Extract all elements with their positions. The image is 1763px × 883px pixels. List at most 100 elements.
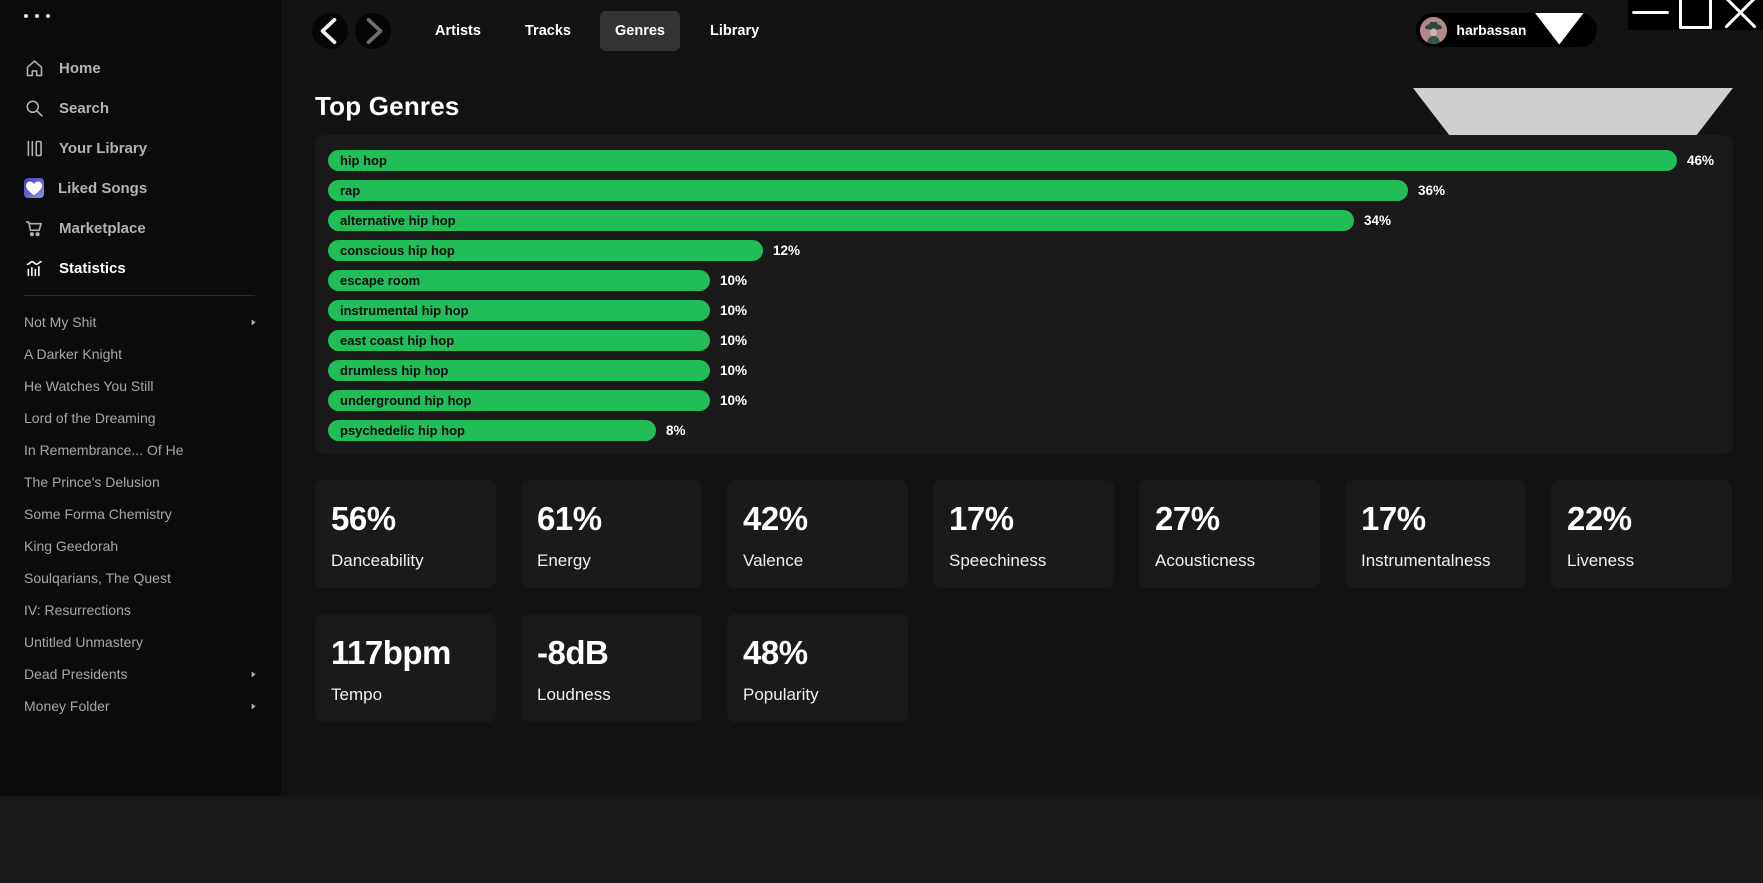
chevron-right-icon <box>248 701 259 712</box>
genre-bar[interactable]: drumless hip hop <box>328 360 710 381</box>
sidebar-item-search[interactable]: Search <box>0 88 281 128</box>
genre-bar[interactable]: hip hop <box>328 150 1677 171</box>
stats-icon <box>24 258 45 279</box>
tab-library[interactable]: Library <box>710 23 760 39</box>
playlist-item[interactable]: In Remembrance... Of He <box>0 434 281 466</box>
genre-bar-row: underground hip hop 10% <box>328 390 747 411</box>
sidebar-item-liked-songs[interactable]: Liked Songs <box>0 168 281 208</box>
sidebar-nav: Home Search Your Library Liked Songs Marketp… <box>0 48 281 288</box>
stat-label: Speechiness <box>949 551 1047 570</box>
genre-bar[interactable]: east coast hip hop <box>328 330 710 351</box>
genre-bar-row: east coast hip hop 10% <box>328 330 747 351</box>
playlist-item[interactable]: He Watches You Still <box>0 370 281 402</box>
genre-bar-value: 10% <box>720 273 748 288</box>
playlist-item[interactable]: IV: Resurrections <box>0 594 281 626</box>
playlist-item[interactable]: Not My Shit <box>0 306 281 338</box>
playlist-item[interactable]: Money Folder <box>0 690 281 722</box>
genre-bar[interactable]: conscious hip hop <box>328 240 763 261</box>
playlist-item[interactable]: Some Forma Chemistry <box>0 498 281 530</box>
forward-button[interactable] <box>355 13 391 49</box>
user-menu[interactable]: harbassan <box>1416 13 1597 47</box>
sidebar-item-statistics[interactable]: Statistics <box>0 248 281 288</box>
genre-bar-row: hip hop 46% <box>328 150 1714 171</box>
playlist-name: Not My Shit <box>24 314 97 330</box>
genre-bar-label: drumless hip hop <box>340 363 449 378</box>
sidebar-item-marketplace[interactable]: Marketplace <box>0 208 281 248</box>
playlist-item[interactable]: Soulqarians, The Quest <box>0 562 281 594</box>
tab-tracks[interactable]: Tracks <box>525 23 571 39</box>
maximize-button[interactable] <box>1673 0 1718 30</box>
sidebar-item-label: Your Library <box>59 139 148 157</box>
playlist-item[interactable]: A Darker Knight <box>0 338 281 370</box>
genre-bar[interactable]: alternative hip hop <box>328 210 1354 231</box>
avatar <box>1420 16 1448 44</box>
playlist-item[interactable]: The Prince's Delusion <box>0 466 281 498</box>
stat-label: Valence <box>743 551 804 570</box>
genre-bar-value: 34% <box>1364 213 1392 228</box>
stat-card-loudness: -8dB Loudness <box>521 614 702 722</box>
genre-bar[interactable]: instrumental hip hop <box>328 300 710 321</box>
minimize-button[interactable] <box>1628 0 1673 30</box>
playlist-name: King Geedorah <box>24 538 119 554</box>
stat-label: Loudness <box>537 685 611 704</box>
stat-value: 42% <box>743 500 808 537</box>
sidebar-item-label: Search <box>59 99 110 117</box>
genre-bar[interactable]: rap <box>328 180 1408 201</box>
playlist-name: Untitled Unmastery <box>24 634 144 650</box>
genre-bar-value: 10% <box>720 363 748 378</box>
tab-artists[interactable]: Artists <box>435 23 481 39</box>
stat-label: Instrumentalness <box>1361 551 1491 570</box>
playlist-item[interactable]: Dead Presidents <box>0 658 281 690</box>
stat-card-acousticness: 27% Acousticness <box>1139 480 1320 588</box>
window-controls <box>1628 0 1763 30</box>
close-button[interactable] <box>1718 0 1763 30</box>
liked-songs-heart-icon <box>24 178 44 198</box>
stat-card-tempo: 117bpm Tempo <box>315 614 496 722</box>
stat-value: 17% <box>1361 500 1426 537</box>
genre-chart: hip hop 46% rap 36% alternative hip hop 34% co… <box>315 135 1733 454</box>
user-name: harbassan <box>1456 22 1527 38</box>
genre-bar-label: alternative hip hop <box>340 213 456 228</box>
sidebar: Home Search Your Library Liked Songs Marketp… <box>0 0 281 796</box>
back-button[interactable] <box>312 13 348 49</box>
stat-label: Energy <box>537 551 591 570</box>
genre-bar[interactable]: psychedelic hip hop <box>328 420 656 441</box>
stat-value: 27% <box>1155 500 1220 537</box>
playlist-name: A Darker Knight <box>24 346 123 362</box>
genre-bar-label: conscious hip hop <box>340 243 455 258</box>
playlist-item[interactable]: King Geedorah <box>0 530 281 562</box>
stat-label: Acousticness <box>1155 551 1256 570</box>
genre-bar-label: east coast hip hop <box>340 333 455 348</box>
chevron-right-icon <box>248 669 259 680</box>
genre-bar-label: rap <box>340 183 361 198</box>
stat-card-energy: 61% Energy <box>521 480 702 588</box>
window-menu-dots[interactable] <box>24 14 50 18</box>
genre-bar-row: alternative hip hop 34% <box>328 210 1391 231</box>
stat-value: 56% <box>331 500 396 537</box>
home-icon <box>24 58 45 79</box>
playlist-name: In Remembrance... Of He <box>24 442 184 458</box>
search-icon <box>24 98 45 119</box>
stat-card-speechiness: 17% Speechiness <box>933 480 1114 588</box>
sidebar-item-home[interactable]: Home <box>0 48 281 88</box>
genre-bar[interactable]: escape room <box>328 270 710 291</box>
stats-grid: 56% Danceability 61% Energy 42% Valence 17% Spe… <box>315 480 1739 722</box>
chevron-left-icon <box>312 13 348 49</box>
playlist-item[interactable]: Lord of the Dreaming <box>0 402 281 434</box>
genre-bar[interactable]: underground hip hop <box>328 390 710 411</box>
genre-bar-row: escape room 10% <box>328 270 747 291</box>
stat-label: Danceability <box>331 551 424 570</box>
tab-genres[interactable]: Genres <box>600 11 680 51</box>
genre-bar-value: 46% <box>1687 153 1715 168</box>
stat-label: Popularity <box>743 685 819 704</box>
genre-bar-label: underground hip hop <box>340 393 472 408</box>
sidebar-item-label: Statistics <box>59 259 126 277</box>
stat-card-valence: 42% Valence <box>727 480 908 588</box>
cart-icon <box>24 218 45 239</box>
sidebar-item-your-library[interactable]: Your Library <box>0 128 281 168</box>
stat-value: 48% <box>743 634 808 671</box>
stat-card-danceability: 56% Danceability <box>315 480 496 588</box>
playlist-name: He Watches You Still <box>24 378 154 394</box>
playlist-item[interactable]: Untitled Unmastery <box>0 626 281 658</box>
close-icon <box>1718 0 1763 40</box>
